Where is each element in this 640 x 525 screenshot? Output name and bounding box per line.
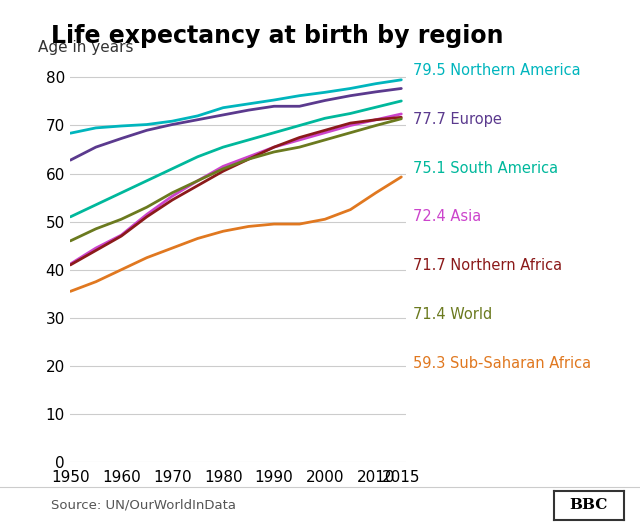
Text: 59.3 Sub-Saharan Africa: 59.3 Sub-Saharan Africa bbox=[413, 356, 591, 371]
Text: 71.7 Northern Africa: 71.7 Northern Africa bbox=[413, 258, 562, 274]
Text: 71.4 World: 71.4 World bbox=[413, 307, 492, 322]
Text: 79.5 Northern America: 79.5 Northern America bbox=[413, 63, 580, 78]
Text: 77.7 Europe: 77.7 Europe bbox=[413, 112, 502, 127]
Text: 72.4 Asia: 72.4 Asia bbox=[413, 209, 481, 225]
Text: Source: UN/OurWorldInData: Source: UN/OurWorldInData bbox=[51, 499, 236, 512]
Text: Age in years: Age in years bbox=[38, 40, 134, 55]
Text: Life expectancy at birth by region: Life expectancy at birth by region bbox=[51, 24, 504, 48]
Text: 75.1 South America: 75.1 South America bbox=[413, 161, 558, 176]
Text: BBC: BBC bbox=[570, 498, 608, 512]
